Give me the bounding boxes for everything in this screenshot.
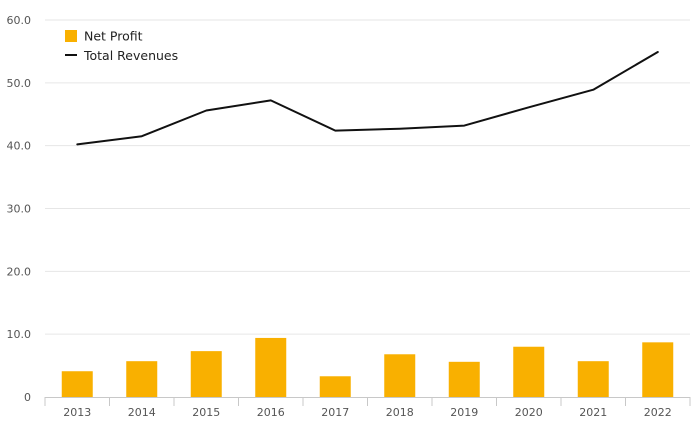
bar-net-profit-2017[interactable] bbox=[319, 376, 351, 397]
x-axis: 2013 2014 2015 2016 2017 2018 2019 2020 2021 2022 bbox=[44, 397, 691, 419]
point-total-revenues-2021[interactable] bbox=[590, 87, 596, 93]
point-total-revenues-2018[interactable] bbox=[397, 126, 403, 132]
y-tick-label: 50.0 bbox=[7, 77, 32, 90]
line-total-revenues[interactable] bbox=[76, 51, 659, 146]
x-tick-label: 2017 bbox=[321, 406, 349, 419]
bar-net-profit-2018[interactable] bbox=[384, 354, 416, 397]
legend-item-total-revenues[interactable]: Total Revenues bbox=[65, 48, 178, 63]
x-tick-label: 2014 bbox=[128, 406, 156, 419]
point-total-revenues-2013[interactable] bbox=[74, 141, 80, 147]
bar-net-profit-2022[interactable] bbox=[642, 342, 674, 397]
y-tick-label: 40.0 bbox=[7, 140, 32, 153]
legend[interactable]: Net Profit Total Revenues bbox=[65, 29, 178, 64]
x-tick-label: 2021 bbox=[579, 406, 607, 419]
y-tick-label: 30.0 bbox=[7, 203, 32, 216]
bar-net-profit-2019[interactable] bbox=[448, 361, 480, 397]
gridlines bbox=[45, 19, 690, 335]
y-tick-label: 60.0 bbox=[7, 14, 32, 27]
bar-net-profit-2014[interactable] bbox=[126, 361, 158, 397]
bar-net-profit-2021[interactable] bbox=[577, 361, 609, 397]
x-tick-label: 2022 bbox=[644, 406, 672, 419]
legend-label-net-profit: Net Profit bbox=[84, 29, 143, 44]
y-tick-label: 10.0 bbox=[7, 328, 32, 341]
point-total-revenues-2019[interactable] bbox=[461, 123, 467, 129]
x-tick-label: 2016 bbox=[257, 406, 285, 419]
bar-net-profit-2016[interactable] bbox=[255, 337, 287, 397]
x-tick-label: 2013 bbox=[63, 406, 91, 419]
y-axis: 0 10.0 20.0 30.0 40.0 50.0 60.0 bbox=[7, 14, 32, 404]
point-total-revenues-2014[interactable] bbox=[139, 133, 145, 139]
net-profit-bars bbox=[61, 337, 674, 397]
legend-item-net-profit[interactable]: Net Profit bbox=[65, 29, 143, 44]
legend-swatch-net-profit bbox=[65, 30, 77, 42]
point-total-revenues-2015[interactable] bbox=[203, 107, 209, 113]
bar-net-profit-2013[interactable] bbox=[61, 371, 93, 397]
total-revenues-line-layer bbox=[74, 49, 661, 147]
bar-net-profit-2015[interactable] bbox=[190, 351, 222, 397]
y-tick-label: 0 bbox=[24, 391, 31, 404]
y-tick-label: 20.0 bbox=[7, 265, 32, 278]
x-tick-label: 2015 bbox=[192, 406, 220, 419]
legend-label-total-revenues: Total Revenues bbox=[83, 48, 178, 63]
x-tick-label: 2018 bbox=[386, 406, 414, 419]
point-total-revenues-2017[interactable] bbox=[332, 128, 338, 134]
point-total-revenues-2020[interactable] bbox=[526, 104, 532, 110]
point-total-revenues-2016[interactable] bbox=[268, 97, 274, 103]
x-tick-label: 2019 bbox=[450, 406, 478, 419]
bar-net-profit-2020[interactable] bbox=[513, 346, 545, 397]
x-tick-label: 2020 bbox=[515, 406, 543, 419]
point-total-revenues-2022[interactable] bbox=[655, 49, 661, 55]
